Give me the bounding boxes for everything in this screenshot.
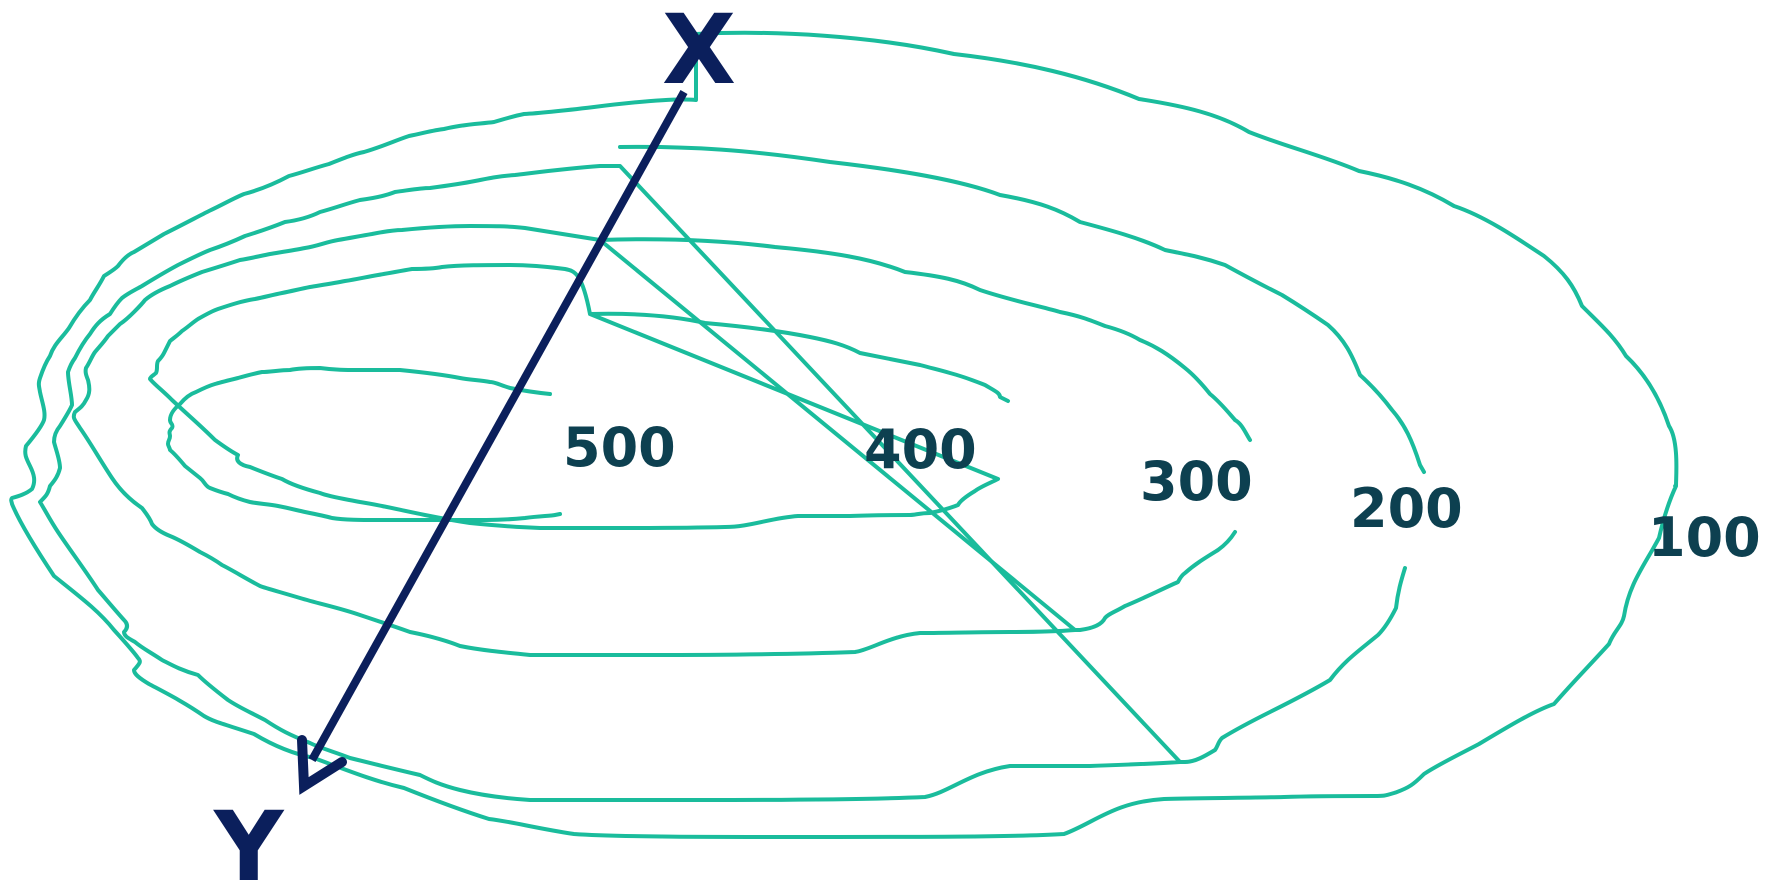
elevation-label-100: 100: [1648, 506, 1761, 569]
elevation-label-400: 400: [864, 418, 977, 481]
elevation-label-300: 300: [1140, 450, 1253, 513]
elevation-label-500: 500: [563, 416, 676, 479]
elevation-label-200: 200: [1350, 477, 1463, 540]
contour-line-200: [38, 144, 1426, 803]
transect-end-label: Y: [213, 791, 285, 886]
transect-start-label: X: [662, 0, 736, 106]
arrowhead-icon: [297, 735, 347, 795]
transect-line: [308, 90, 688, 762]
contour-line-300: [71, 224, 1252, 657]
contour-line-500: [166, 366, 562, 523]
contour-line-400: [148, 263, 1010, 531]
